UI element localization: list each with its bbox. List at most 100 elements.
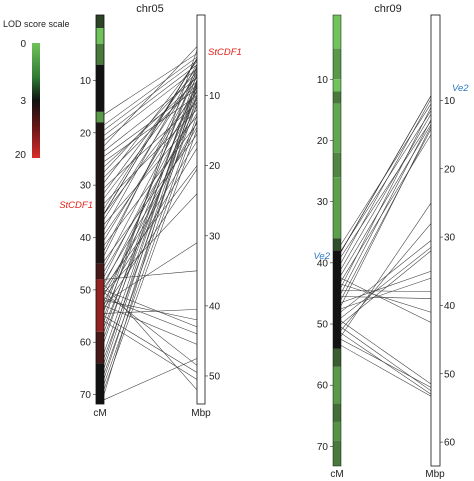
marker-link [340,107,432,288]
marker-link [103,53,198,115]
lod-band [333,250,341,349]
marker-link [103,64,198,136]
genetic-tick-label: 60 [80,338,92,349]
genetic-tick-label: 30 [317,197,329,208]
lod-band [96,111,104,123]
physical-tick-label: 30 [209,231,221,242]
genetic-tick-label: 40 [317,258,329,269]
marker-link [340,119,432,294]
marker-link [103,67,198,194]
gene-label-left: Ve2 [313,251,330,262]
physical-axis-label: Mbp [425,469,445,480]
lod-band [333,152,341,178]
genetic-tick-label: 50 [317,320,329,331]
lod-band [96,28,104,44]
marker-link [103,297,198,335]
lod-band [333,403,341,422]
marker-link [340,270,432,303]
genetic-tick-label: 10 [317,75,329,86]
lod-band [333,366,341,404]
lod-band [96,263,104,280]
marker-link [103,102,198,188]
physical-ticks: 10 20 30 40 50 [205,91,221,382]
lod-band [333,421,341,441]
marker-link [340,250,432,325]
lod-band [333,79,341,92]
physical-tick-label: 50 [209,371,221,382]
marker-link [103,56,198,126]
marker-link [103,61,198,183]
marker-link [340,128,432,300]
genetic-tick-label: 40 [80,233,92,244]
gene-link [103,58,198,215]
physical-map-bar [430,14,441,467]
marker-link [340,332,432,395]
marker-link [103,321,198,380]
marker-link [340,296,432,299]
marker-link [103,63,198,230]
genetic-axis-label: cM [330,469,343,480]
marker-link [103,358,198,401]
marker-link [340,126,432,306]
marker-link [103,315,198,373]
marker-link [103,120,198,385]
gene-label-right: Ve2 [452,83,469,94]
legend-color-bar [32,43,40,158]
link-lines [340,95,432,397]
lod-band [333,103,341,153]
marker-link [103,65,198,311]
marker-link [103,270,198,280]
marker-link [340,339,432,388]
physical-tick-label: 10 [209,91,221,102]
legend-title: LOD score scale [3,19,70,29]
marker-link [103,127,198,283]
genetic-map-outline [95,14,105,405]
marker-link [340,290,432,293]
panel-title: chr09 [374,3,402,15]
genetic-ticks: 10 20 30 40 50 60 70 [317,75,333,453]
marker-link [103,242,198,304]
genetic-tick-label: 30 [80,181,92,192]
physical-tick-label: 40 [209,301,221,312]
marker-link [103,115,198,374]
genetic-map-bar [96,15,104,404]
lod-band [96,64,104,112]
marker-link [103,83,198,395]
legend-tick-20: 20 [15,150,27,161]
lod-band [333,48,341,80]
marker-link [103,284,198,391]
physical-map-bar [196,14,206,405]
marker-link [103,60,198,131]
lod-band [96,43,104,65]
marker-link [103,101,198,327]
genetic-tick-label: 70 [80,390,92,401]
marker-link [340,240,432,313]
marker-link [103,73,198,220]
lod-band [96,331,104,364]
physical-axis-label: Mbp [191,408,211,419]
physical-tick-label: 10 [444,96,456,107]
lod-band [333,91,341,104]
marker-link [340,98,432,263]
marker-link [340,120,432,257]
physical-tick-label: 20 [444,164,456,175]
marker-link [103,103,198,359]
marker-link [103,68,198,141]
genetic-tick-label: 10 [80,76,92,87]
lod-band [333,15,341,49]
marker-link [103,292,198,366]
marker-link [103,289,198,328]
lod-band [333,440,341,466]
marker-link [340,223,432,331]
genetic-tick-label: 20 [317,136,329,147]
genetic-tick-label: 70 [317,442,329,453]
panel-title: chr05 [136,3,164,15]
marker-link [340,124,432,276]
genetic-map-outline [332,14,342,467]
legend-tick-0: 0 [20,39,26,50]
marker-link [103,68,198,256]
lod-band [96,363,104,404]
marker-link [103,193,198,293]
genetic-tick-label: 20 [80,128,92,139]
